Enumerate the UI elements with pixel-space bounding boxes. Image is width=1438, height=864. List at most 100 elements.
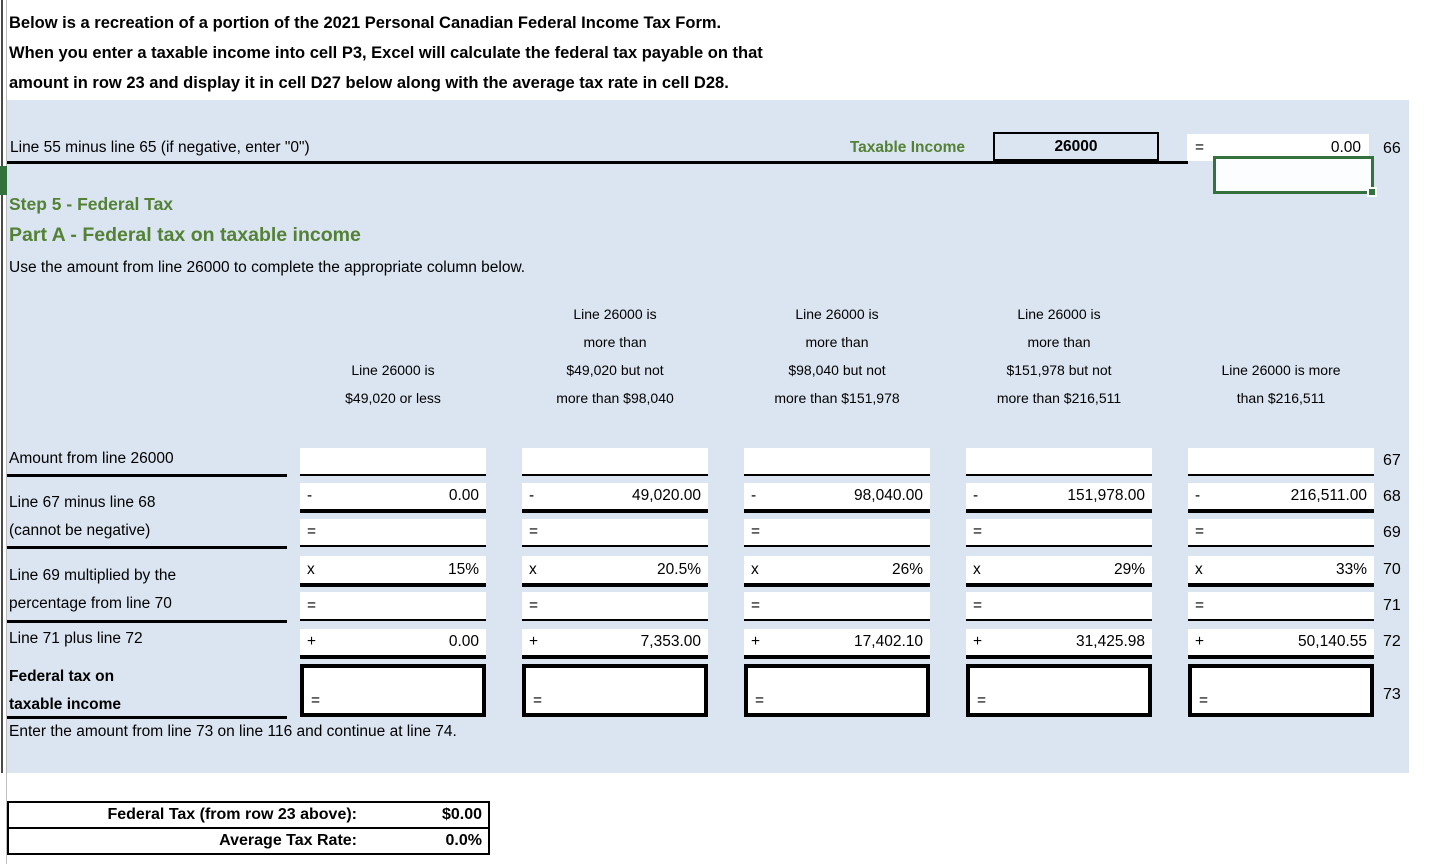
equals-operator: = xyxy=(1195,523,1205,540)
cell-r70-c3[interactable]: x 26% xyxy=(744,556,930,587)
header-line: $49,020 but not xyxy=(566,362,664,378)
taxable-income-input[interactable]: 26000 xyxy=(993,132,1159,161)
taxable-income-label: Taxable Income xyxy=(849,139,965,156)
row-label-mult-a: Line 69 multiplied by the xyxy=(9,567,177,584)
summary-row-federal-tax: Federal Tax (from row 23 above): $0.00 xyxy=(9,803,488,829)
worksheet-blue-panel xyxy=(7,100,1409,773)
header-line: more than xyxy=(583,334,647,350)
cell-r70-c5[interactable]: x 33% xyxy=(1188,556,1374,587)
cell-value: 216,511.00 xyxy=(1290,487,1367,504)
minus-operator: - xyxy=(307,487,313,504)
cell-r69-c4[interactable]: = xyxy=(966,519,1152,547)
multiply-operator: x xyxy=(1195,560,1203,578)
cell-value: 0.00 xyxy=(448,487,479,504)
part-a-title: Part A - Federal tax on taxable income xyxy=(9,224,361,246)
line-number-73: 73 xyxy=(1383,686,1401,703)
cell-r67-c1[interactable] xyxy=(300,448,486,476)
selected-cell[interactable] xyxy=(1213,156,1377,197)
header-line: than $216,511 xyxy=(1236,390,1326,406)
cell-value: 0.00 xyxy=(448,633,479,650)
header-line: Line 26000 is more xyxy=(1221,362,1341,378)
minus-operator: - xyxy=(529,487,535,504)
cell-r69-c3[interactable]: = xyxy=(744,519,930,547)
cell-r70-c1[interactable]: x 15% xyxy=(300,556,486,587)
cell-r71-c2[interactable]: = xyxy=(522,592,708,621)
cell-r68-c1[interactable]: - 0.00 xyxy=(300,483,486,513)
line66-label: Line 55 minus line 65 (if negative, ente… xyxy=(10,139,310,156)
cell-r69-c2[interactable]: = xyxy=(522,519,708,547)
cell-r72-c1[interactable]: + 0.00 xyxy=(300,629,486,659)
line-number-71: 71 xyxy=(1383,597,1401,614)
row-label-fedtax-b: taxable income xyxy=(9,696,121,713)
cell-r71-c1[interactable]: = xyxy=(300,592,486,621)
column-header-5: Line 26000 is more than $216,511 xyxy=(1188,300,1374,412)
cell-r67-c4[interactable] xyxy=(966,448,1152,476)
cell-r72-c2[interactable]: + 7,353.00 xyxy=(522,629,708,659)
equals-operator: = xyxy=(307,596,317,614)
plus-operator: + xyxy=(751,633,761,650)
cell-r70-c2[interactable]: x 20.5% xyxy=(522,556,708,587)
cell-r68-c2[interactable]: - 49,020.00 xyxy=(522,483,708,513)
cell-r72-c3[interactable]: + 17,402.10 xyxy=(744,629,930,659)
header-line: Line 26000 is xyxy=(1017,306,1101,322)
plus-operator: + xyxy=(1195,633,1205,650)
multiply-operator: x xyxy=(307,560,315,578)
line66-result-value: 0.00 xyxy=(1330,138,1361,156)
row-label-minus-a: Line 67 minus line 68 xyxy=(9,494,156,511)
intro-line-3: amount in row 23 and display it in cell … xyxy=(9,74,729,92)
equals-operator: = xyxy=(529,523,539,540)
cell-r72-c4[interactable]: + 31,425.98 xyxy=(966,629,1152,659)
cell-value: 7,353.00 xyxy=(640,633,701,650)
federal-tax-value: $0.00 xyxy=(441,806,482,823)
cell-r67-c5[interactable] xyxy=(1188,448,1374,476)
cell-r71-c3[interactable]: = xyxy=(744,592,930,621)
cell-value: 33% xyxy=(1335,560,1367,578)
cell-r67-c2[interactable] xyxy=(522,448,708,476)
equals-operator: = xyxy=(307,523,317,540)
cell-r71-c4[interactable]: = xyxy=(966,592,1152,621)
equals-operator: = xyxy=(977,692,987,709)
row-label-minus-b: (cannot be negative) xyxy=(9,522,151,539)
equals-operator: = xyxy=(973,596,983,614)
equals-operator: = xyxy=(751,523,761,540)
equals-operator: = xyxy=(1195,596,1205,614)
header-line: Line 26000 is xyxy=(573,306,657,322)
avg-tax-rate-label: Average Tax Rate: xyxy=(219,832,357,849)
cell-value: 17,402.10 xyxy=(854,633,923,650)
cell-r68-c4[interactable]: - 151,978.00 xyxy=(966,483,1152,513)
label-underline xyxy=(7,716,287,719)
cell-value: 20.5% xyxy=(657,560,701,578)
grid-line-left-dark xyxy=(1,0,3,773)
equals-operator: = xyxy=(755,692,765,709)
cell-r71-c5[interactable]: = xyxy=(1188,592,1374,621)
cell-r67-c3[interactable] xyxy=(744,448,930,476)
line-number-68: 68 xyxy=(1383,488,1401,505)
fill-handle[interactable] xyxy=(1367,187,1377,197)
column-header-1: Line 26000 is $49,020 or less xyxy=(300,300,486,412)
cell-r69-c1[interactable]: = xyxy=(300,519,486,547)
line-number-70: 70 xyxy=(1383,561,1401,578)
cell-r73-c1[interactable]: = xyxy=(300,664,486,717)
header-line: more than $216,511 xyxy=(996,390,1122,406)
cell-r73-c3[interactable]: = xyxy=(744,664,930,717)
minus-operator: - xyxy=(1195,487,1201,504)
cell-r69-c5[interactable]: = xyxy=(1188,519,1374,547)
header-line: $98,040 but not xyxy=(788,362,886,378)
cell-r72-c5[interactable]: + 50,140.55 xyxy=(1188,629,1374,659)
label-underline xyxy=(7,474,287,477)
minus-operator: - xyxy=(751,487,757,504)
cell-r73-c5[interactable]: = xyxy=(1188,664,1374,717)
cell-r73-c2[interactable]: = xyxy=(522,664,708,717)
header-line: more than xyxy=(805,334,869,350)
cell-r73-c4[interactable]: = xyxy=(966,664,1152,717)
cell-r68-c3[interactable]: - 98,040.00 xyxy=(744,483,930,513)
equals-operator: = xyxy=(533,692,543,709)
header-line: Line 26000 is xyxy=(795,306,879,322)
equals-operator: = xyxy=(311,692,321,709)
header-line: more than xyxy=(1027,334,1091,350)
cell-r70-c4[interactable]: x 29% xyxy=(966,556,1152,587)
cell-r68-c5[interactable]: - 216,511.00 xyxy=(1188,483,1374,513)
cell-value: 15% xyxy=(447,560,479,578)
equals-operator: = xyxy=(1199,692,1209,709)
grid-line-left-light xyxy=(6,0,7,864)
